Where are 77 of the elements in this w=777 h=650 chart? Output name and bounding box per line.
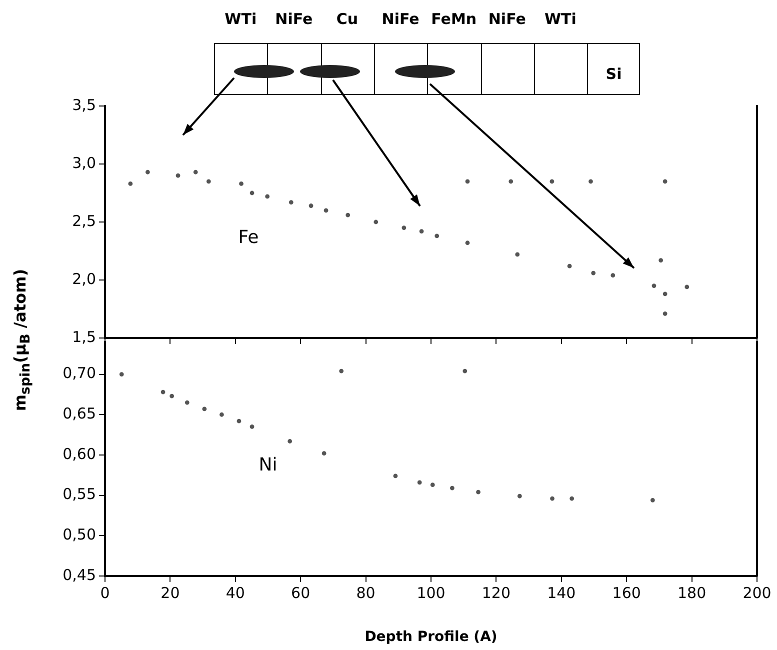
point [402,226,406,230]
point [652,284,656,288]
point [430,482,435,488]
point [202,406,207,412]
point [550,179,554,184]
point [308,204,314,208]
point [550,496,554,501]
point [324,208,328,213]
x-tick-label: 160 [612,584,641,602]
point [339,368,344,374]
point [322,451,326,456]
point [662,292,668,296]
point [462,368,468,374]
point [567,264,572,268]
point [374,220,378,224]
y-tick-label: 0,65 [62,404,96,423]
point [346,212,350,218]
point [591,270,596,276]
y-tick-label: 0,50 [62,526,96,544]
x-tick-label: 180 [677,584,706,602]
point [419,229,424,234]
point [450,486,454,490]
y-tick-label: 3,5 [72,96,96,114]
point [288,439,292,444]
point [250,190,254,196]
series-label: Ni [258,454,278,476]
point [146,170,150,174]
point [206,179,211,184]
point [417,480,422,485]
y-tick-label: 2,0 [72,270,96,288]
y-tick-label: 2,5 [72,212,96,230]
point [184,400,190,405]
point [662,179,668,184]
point [128,182,133,186]
x-tick-label: 120 [482,584,511,602]
series-label: Fe [238,226,259,248]
x-tick-label: 60 [291,584,310,602]
point [170,394,174,398]
point [434,234,440,238]
x-tick-label: 80 [356,584,376,602]
y-tick-label: 3,0 [72,154,96,172]
x-tick-label: 40 [226,584,245,602]
point [288,200,294,204]
point [658,258,664,262]
point [476,490,480,494]
x-tick-label: 0 [100,584,110,602]
point [588,179,593,184]
point [119,372,124,376]
point [193,170,198,174]
point [517,494,522,498]
y-tick-label: 0,70 [62,364,96,382]
point [239,182,244,186]
y-tick-label: 1,5 [72,328,96,346]
x-tick-label: 100 [416,584,446,602]
point [465,179,470,184]
point [250,424,254,429]
point [570,496,574,501]
point [465,240,470,246]
point [393,474,398,478]
x-tick-label: 200 [742,584,772,602]
point [220,412,224,417]
y-tick-label: 0,45 [62,566,96,584]
point [176,173,180,178]
point [160,390,166,394]
x-tick-label: 140 [547,584,576,602]
y-tick-label: 0,55 [62,485,96,504]
point [265,194,270,199]
x-axis-title: Depth Profile (A) [364,629,498,646]
point [236,418,242,424]
point [515,252,520,257]
point [508,179,514,184]
point [650,498,655,502]
point [684,284,690,290]
point [662,311,668,316]
x-tick-label: 20 [160,584,180,602]
y-tick-label: 0,60 [62,444,96,463]
point [610,273,616,278]
